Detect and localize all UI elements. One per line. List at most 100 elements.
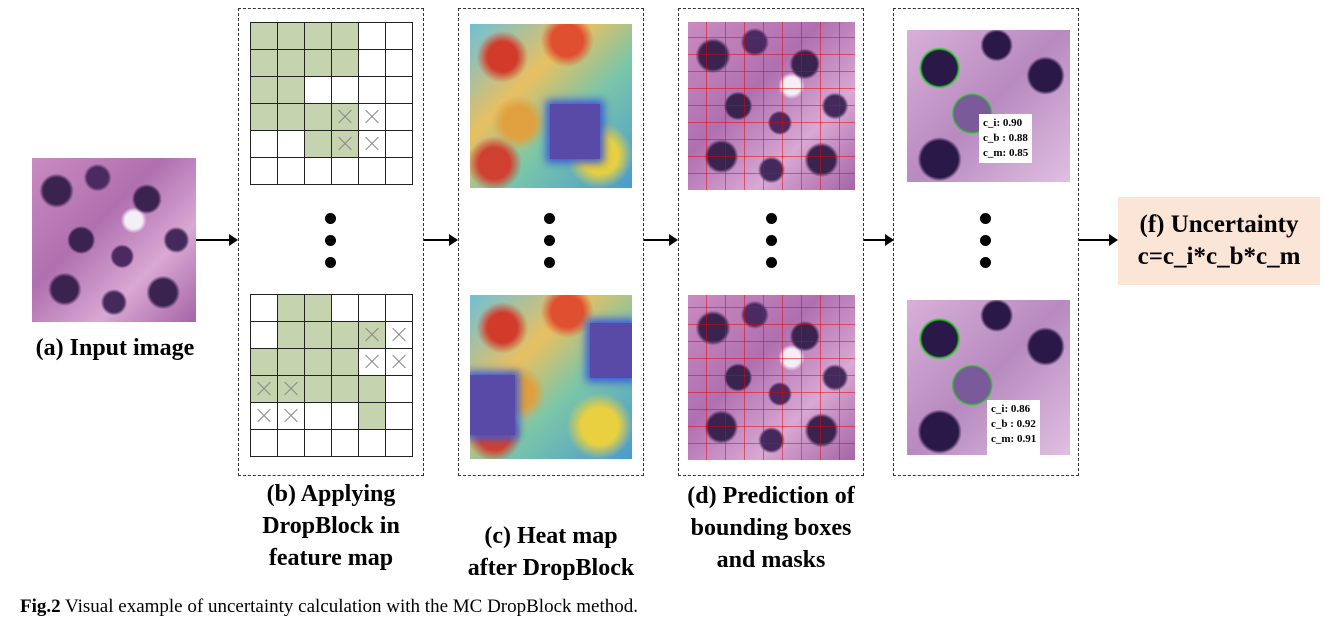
inactive-cell (359, 50, 386, 77)
inactive-cell (359, 430, 386, 457)
inactive-cell (332, 158, 359, 185)
active-cell (278, 322, 305, 349)
score-c-i: c_i: 0.90 (983, 117, 1023, 129)
inactive-cell (305, 403, 332, 430)
label-b: (b) Applying DropBlock in feature map (220, 478, 442, 574)
inactive-cell (332, 403, 359, 430)
score-c-i: c_i: 0.86 (991, 403, 1031, 415)
prediction-image-top (688, 22, 855, 190)
panel-e-box (893, 8, 1079, 476)
prediction-image-bottom (688, 295, 855, 460)
active-cell (359, 403, 386, 430)
panel-c-box (458, 8, 644, 476)
panel-d-box (678, 8, 864, 476)
ellipsis-dot (544, 213, 555, 224)
inactive-cell (359, 23, 386, 50)
active-cell (278, 77, 305, 104)
dropped-cell (278, 376, 305, 403)
inactive-cell (359, 77, 386, 104)
panel-b-box (238, 8, 424, 476)
score-c-m: c_m: 0.85 (983, 147, 1029, 159)
active-cell (278, 50, 305, 77)
inactive-cell (386, 50, 413, 77)
label-c: (c) Heat map after DropBlock (440, 520, 662, 584)
arrow-a-b (196, 234, 238, 246)
zoomed-prediction-bottom: c_i: 0.86 c_b : 0.92 c_m: 0.91 (907, 300, 1070, 457)
ellipsis-dot (325, 257, 336, 268)
inactive-cell (251, 430, 278, 457)
label-d-line: bounding boxes (690, 515, 852, 541)
label-c-line: (c) Heat map (484, 523, 618, 549)
inactive-cell (278, 430, 305, 457)
heat-map-bottom (470, 295, 632, 459)
active-cell (251, 104, 278, 131)
inactive-cell (332, 430, 359, 457)
dropped-cell (332, 104, 359, 131)
active-cell (251, 23, 278, 50)
dropped-cell (359, 104, 386, 131)
uncertainty-title: (f) Uncertainty (1139, 211, 1299, 238)
inactive-cell (386, 158, 413, 185)
score-c-b: c_b : 0.88 (983, 132, 1028, 144)
ellipsis-dot (980, 213, 991, 224)
inactive-cell (386, 403, 413, 430)
inactive-cell (386, 131, 413, 158)
active-cell (278, 295, 305, 322)
active-cell (251, 349, 278, 376)
active-cell (332, 50, 359, 77)
active-cell (278, 349, 305, 376)
caption: Fig.2 Visual example of uncertainty calc… (20, 596, 638, 618)
active-cell (332, 23, 359, 50)
dropped-cell (386, 322, 413, 349)
active-cell (305, 104, 332, 131)
active-cell (305, 23, 332, 50)
label-a: (a) Input image (35, 335, 195, 361)
inactive-cell (386, 77, 413, 104)
ellipsis-dot (325, 235, 336, 246)
inactive-cell (386, 430, 413, 457)
dropped-cell (251, 376, 278, 403)
inactive-cell (251, 158, 278, 185)
dropped-cell (359, 131, 386, 158)
ellipsis-dot (544, 257, 555, 268)
active-cell (251, 50, 278, 77)
ellipsis-dot (980, 257, 991, 268)
dropped-cell (359, 349, 386, 376)
uncertainty-box: (f) Uncertainty c=c_i*c_b*c_m (1118, 197, 1320, 285)
active-cell (359, 376, 386, 403)
inactive-cell (278, 131, 305, 158)
label-b-line: (b) Applying (266, 481, 396, 507)
inactive-cell (278, 158, 305, 185)
inactive-cell (386, 295, 413, 322)
label-d-line: and masks (716, 547, 826, 573)
feature-map-grid-top (250, 22, 413, 185)
arrow-e-f (1079, 234, 1118, 246)
dropped-cell (278, 403, 305, 430)
dropped-block (590, 323, 632, 378)
ellipsis-dot (325, 213, 336, 224)
dropped-block (470, 375, 515, 435)
inactive-cell (386, 376, 413, 403)
inactive-cell (251, 131, 278, 158)
active-cell (332, 322, 359, 349)
dropped-block (550, 104, 600, 159)
active-cell (305, 295, 332, 322)
caption-prefix: Fig.2 (20, 596, 61, 617)
inactive-cell (251, 295, 278, 322)
ellipsis-dot (766, 235, 777, 246)
inactive-cell (359, 158, 386, 185)
active-cell (305, 131, 332, 158)
inactive-cell (332, 295, 359, 322)
inactive-cell (359, 295, 386, 322)
ellipsis-dot (980, 235, 991, 246)
inactive-cell (305, 158, 332, 185)
score-c-b: c_b : 0.92 (991, 418, 1036, 430)
inactive-cell (251, 322, 278, 349)
dropped-cell (386, 349, 413, 376)
active-cell (278, 104, 305, 131)
active-cell (332, 376, 359, 403)
label-b-line: feature map (268, 545, 394, 571)
inactive-cell (332, 77, 359, 104)
ellipsis-dot (766, 213, 777, 224)
